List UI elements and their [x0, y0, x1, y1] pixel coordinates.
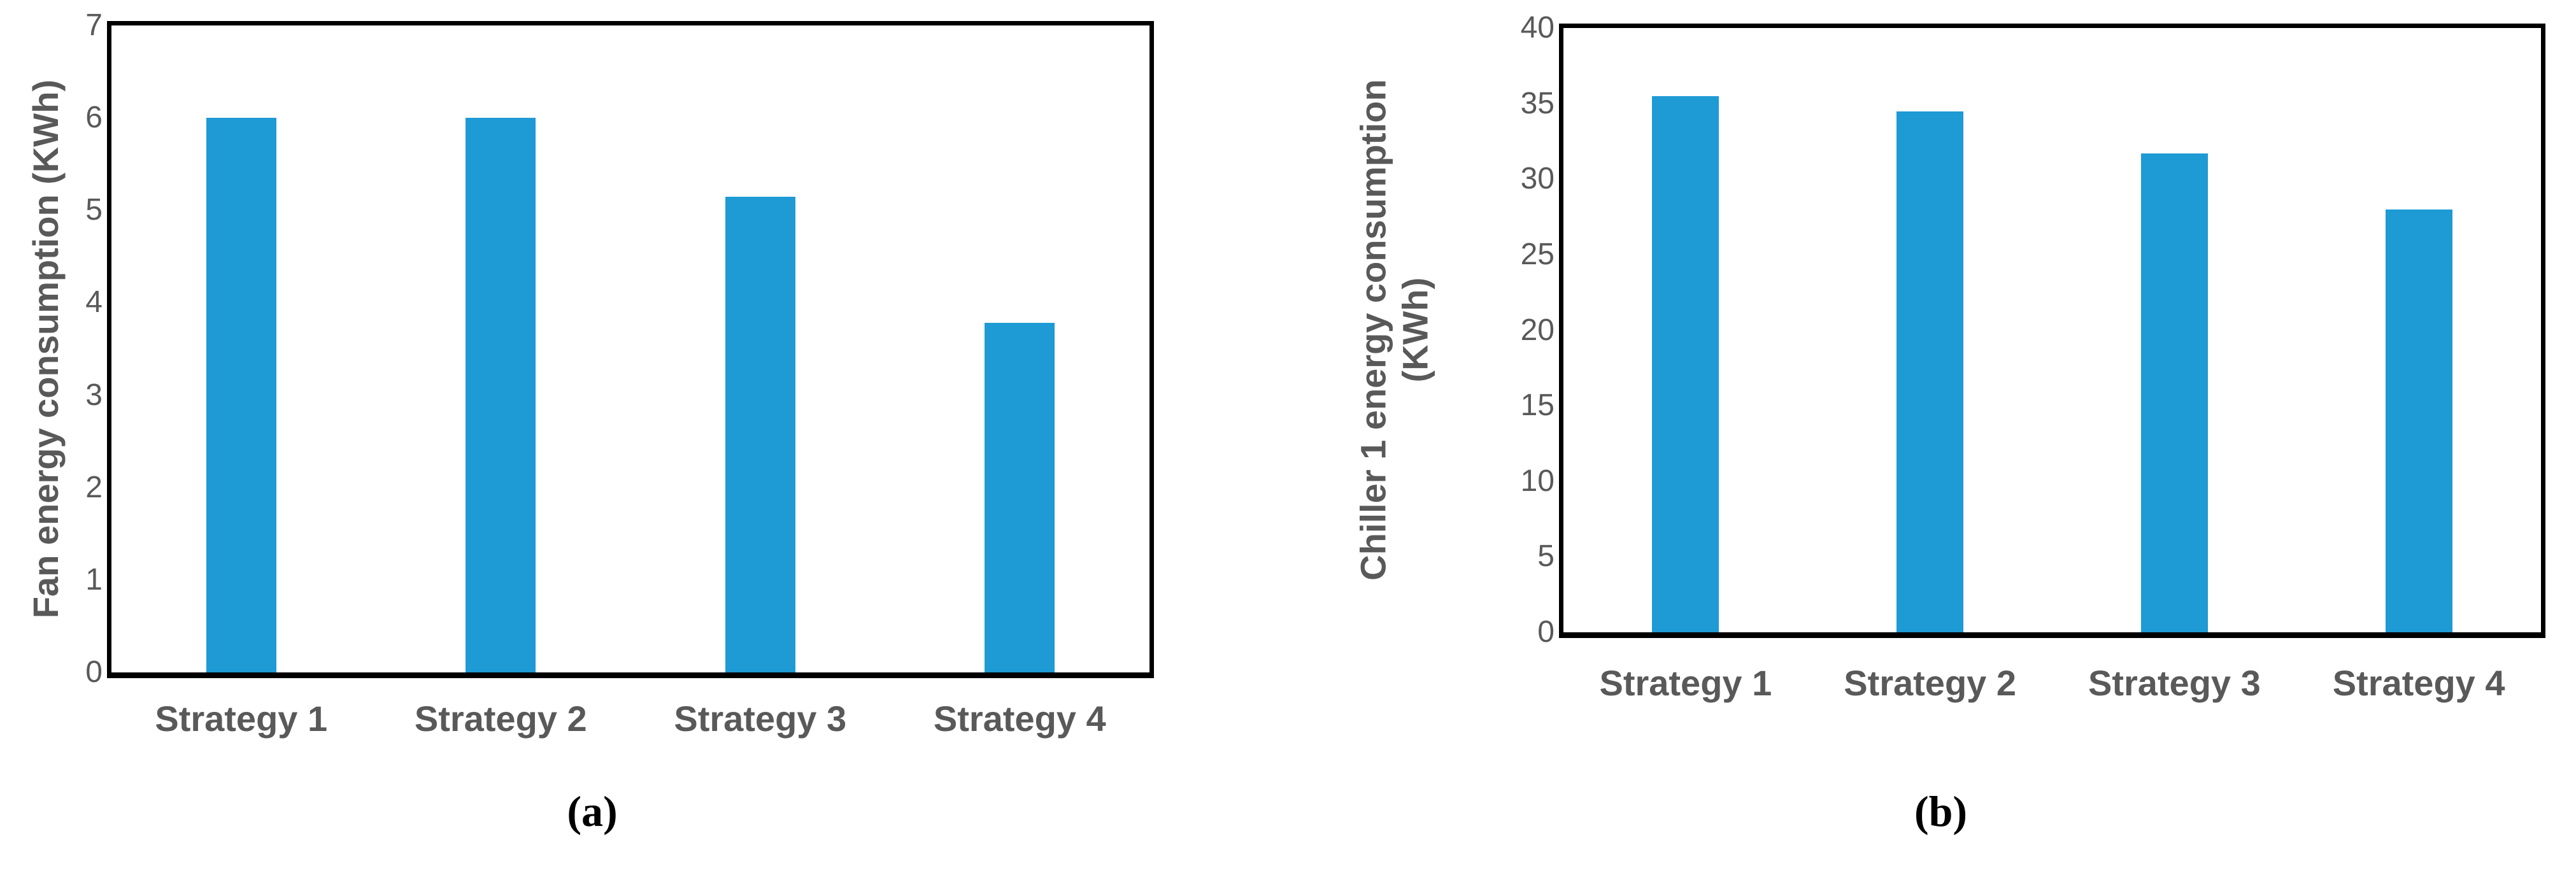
panel-a-plot-area [107, 21, 1154, 678]
panel-b-x-label-2: Strategy 2 [1844, 663, 2017, 703]
panel-b-y-tick-label: 10 [1520, 464, 1555, 498]
panel-b-y-tick-label: 0 [1537, 615, 1555, 649]
panel-a-y-tick-label: 5 [85, 193, 103, 227]
panel-a-y-tick-label: 6 [85, 101, 103, 135]
panel-b-x-label-3: Strategy 3 [2088, 663, 2261, 703]
panel-a-x-label-2: Strategy 2 [414, 699, 587, 739]
panel-a-y-tick-label: 1 [85, 562, 103, 597]
panel-a-y-axis-title: Fan energy consumption (KWh) [25, 80, 67, 618]
panel-a-x-label-3: Strategy 3 [674, 699, 847, 739]
panel-a-y-tick-label: 2 [85, 470, 103, 504]
panel-a-caption: (a) [567, 787, 618, 835]
panel-b: Chiller 1 energy consumption (KWh) (b) 0 5… [1306, 0, 2576, 887]
panel-a-y-axis-title-line: Fan energy consumption (KWh) [25, 79, 66, 619]
panel-b-bar-2 [1896, 111, 1964, 632]
panel-b-y-axis-title: Chiller 1 energy consumption (KWh) [1353, 80, 1437, 581]
panel-b-y-tick-label: 35 [1520, 86, 1555, 120]
panel-a-y-tick-label: 3 [85, 378, 103, 412]
panel-a-y-tick-label: 4 [85, 285, 103, 320]
panel-b-y-tick-label: 30 [1520, 162, 1555, 196]
panel-b-y-tick-label: 20 [1520, 313, 1555, 347]
panel-a-bar-1 [206, 118, 276, 672]
panel-b-x-label-4: Strategy 4 [2332, 663, 2505, 703]
panel-b-caption: (b) [1914, 787, 1968, 835]
panel-a-y-tick-label: 7 [85, 8, 103, 42]
panel-b-x-label-1: Strategy 1 [1599, 663, 1772, 703]
panel-b-bar-3 [2140, 153, 2208, 632]
panel-b-bar-4 [2385, 209, 2452, 632]
panel-a-x-label-1: Strategy 1 [155, 699, 328, 739]
panel-a-bar-2 [466, 118, 536, 672]
panel-b-y-tick-label: 15 [1520, 388, 1555, 423]
panel-b-y-tick-label: 5 [1537, 539, 1555, 574]
panel-b-y-tick-label: 40 [1520, 11, 1555, 45]
panel-b-y-tick-label: 25 [1520, 237, 1555, 271]
panel-b-bar-1 [1652, 96, 1719, 632]
panel-b-plot-area [1559, 24, 2545, 638]
panel-a-x-label-4: Strategy 4 [933, 699, 1106, 739]
panel-b-y-axis-title-line: Chiller 1 energy consumption [1353, 79, 1393, 581]
panel-a-bar-3 [725, 196, 795, 672]
panel-a-bar-4 [985, 323, 1055, 672]
panel-a: Fan energy consumption (KWh) (a) 0 1 2 3 4 5 6… [0, 0, 1185, 887]
panel-a-y-tick-label: 0 [85, 655, 103, 689]
